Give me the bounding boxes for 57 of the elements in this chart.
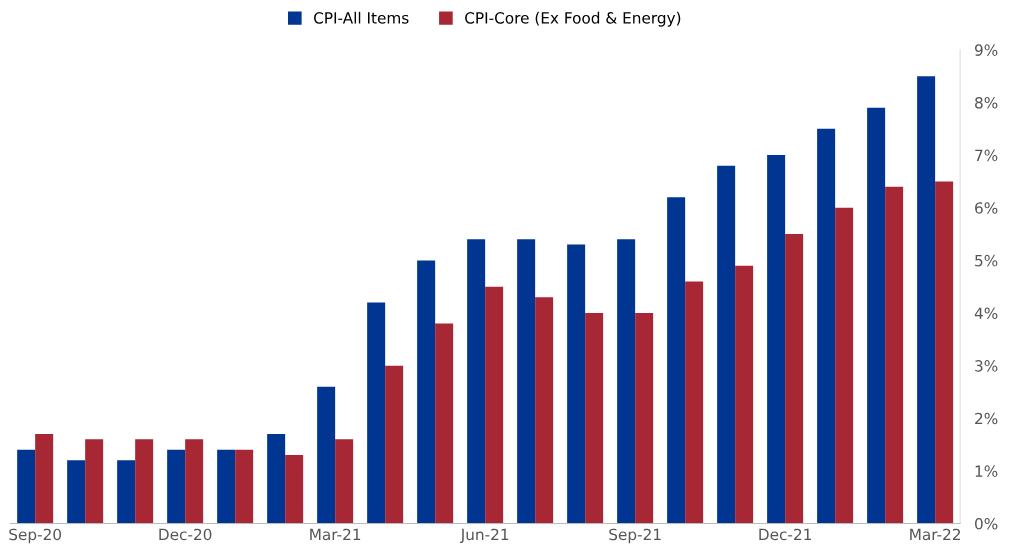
bar <box>685 281 704 524</box>
bar <box>785 234 804 524</box>
bar <box>917 76 936 524</box>
bar <box>635 313 654 524</box>
x-tick-label: Sep-20 <box>9 528 62 544</box>
bar <box>885 186 904 524</box>
bar <box>85 439 104 524</box>
bar <box>717 165 736 524</box>
bar <box>817 128 836 524</box>
bar <box>517 239 536 524</box>
bar <box>835 207 854 524</box>
bar <box>167 449 186 524</box>
bar <box>235 449 254 524</box>
bar <box>317 386 336 524</box>
bar <box>617 239 636 524</box>
bar <box>117 460 136 524</box>
x-tick-label: Mar-22 <box>910 528 960 541</box>
bar <box>67 460 86 524</box>
y-tick-label: 4% <box>974 307 998 320</box>
bar <box>735 265 754 524</box>
bar <box>35 434 54 524</box>
x-tick-label: Dec-20 <box>159 528 212 541</box>
y-tick-label: 0% <box>975 518 998 530</box>
y-tick-label: 6% <box>975 202 998 214</box>
y-tick-label: 1% <box>975 465 998 477</box>
x-tick-label: Sep-21 <box>609 528 661 544</box>
bar <box>935 181 954 524</box>
bar <box>385 365 404 524</box>
bar <box>435 323 454 524</box>
bar <box>567 244 586 524</box>
y-tick-label: 8% <box>975 96 998 109</box>
y-tick-label: 2% <box>975 412 998 425</box>
bar <box>867 107 886 524</box>
x-tick-label: Dec-21 <box>759 528 811 541</box>
x-tick-label: Jun-21 <box>459 528 509 544</box>
bar <box>335 439 354 524</box>
bar <box>17 449 36 524</box>
bar <box>185 439 204 524</box>
y-tick-label: 5% <box>975 254 998 267</box>
bar <box>585 313 604 524</box>
bar <box>267 434 286 524</box>
bar <box>467 239 486 524</box>
x-tick-label: Mar-21 <box>310 528 361 541</box>
bar <box>285 455 304 524</box>
bar <box>135 439 154 524</box>
bar <box>217 449 236 524</box>
y-tick-label: 7% <box>975 149 998 162</box>
legend-label: CPI-Core (Ex Food & Energy) <box>465 11 681 27</box>
y-tick-label: 3% <box>975 360 998 372</box>
bar <box>417 260 436 524</box>
bar <box>367 302 386 524</box>
bar <box>667 197 686 524</box>
bar <box>767 155 786 524</box>
y-tick-label: 9% <box>974 44 998 56</box>
legend-label: CPI-All Items <box>314 11 409 24</box>
bar <box>535 297 554 524</box>
bar <box>485 286 504 524</box>
